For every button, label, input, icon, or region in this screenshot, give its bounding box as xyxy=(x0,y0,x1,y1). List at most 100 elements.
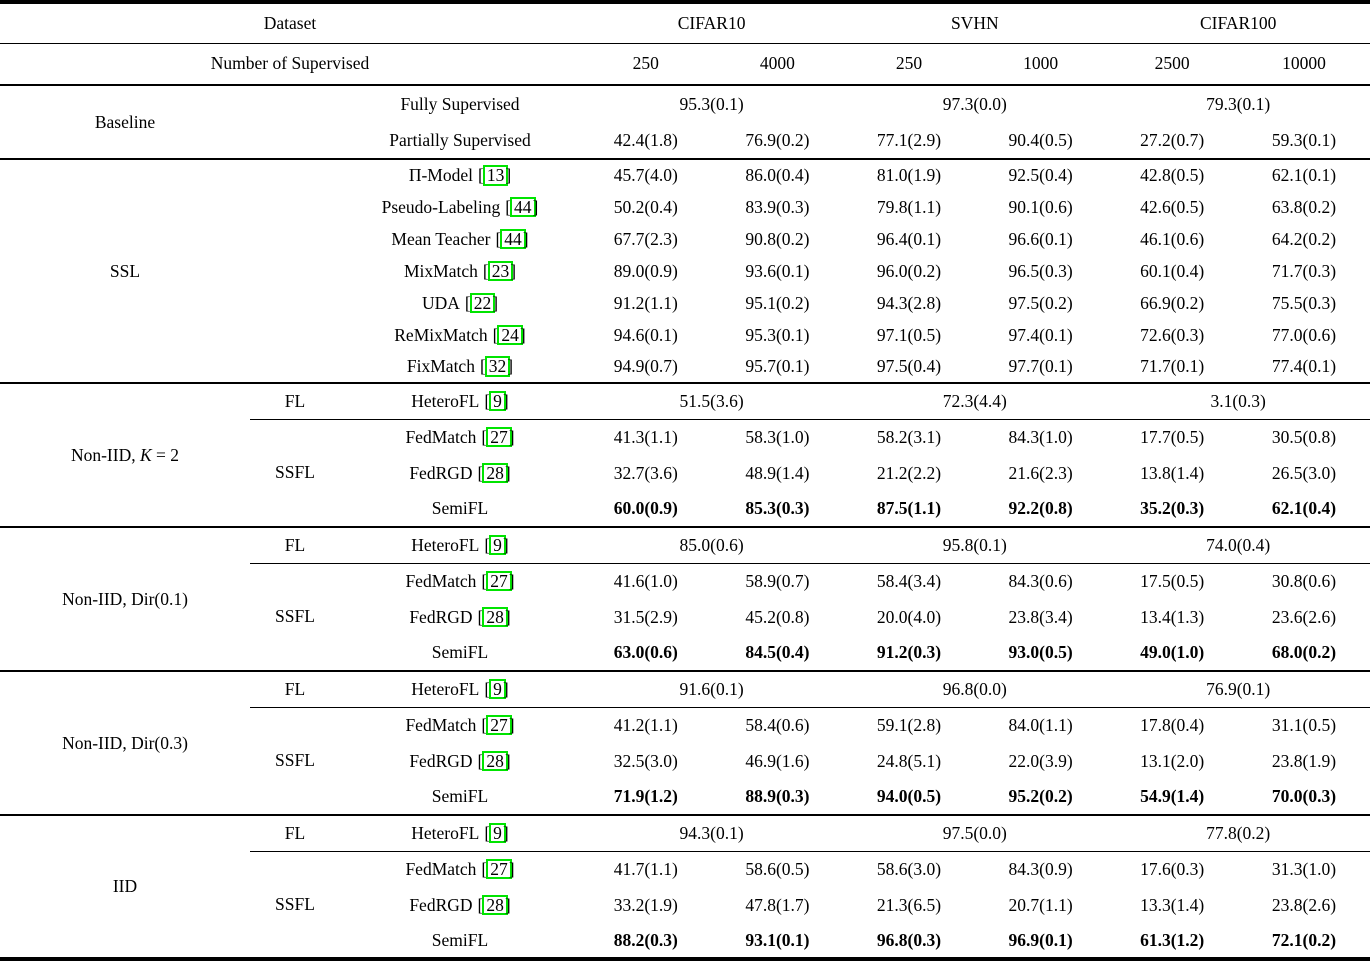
citation-number[interactable]: 28 xyxy=(482,750,508,772)
value-cell: 96.5(0.3) xyxy=(1008,260,1073,281)
value-cell: 30.5(0.8) xyxy=(1237,418,1370,455)
value-cell: 96.9(0.1) xyxy=(1008,929,1073,950)
table-row: Non-IID, K = 2 FL HeteroFL 9 51.5(3.6) 72… xyxy=(0,383,1370,465)
citation-number[interactable]: 9 xyxy=(489,390,506,412)
citation-number[interactable]: 27 xyxy=(486,714,512,736)
value-cell: 62.1(0.4) xyxy=(1271,498,1337,518)
table-row: SemiFL 63.0(0.6) 84.5(0.4) 91.2(0.3) 93.… xyxy=(0,635,1370,671)
citation-number[interactable]: 27 xyxy=(486,858,512,880)
value-cell: 97.7(0.1) xyxy=(1008,356,1073,376)
citation-link[interactable]: 28 xyxy=(478,462,511,484)
table-row: SemiFL 71.9(1.2) 88.9(0.3) 94.0(0.5) 95.… xyxy=(0,779,1370,815)
table-row: Baseline Fully Supervised 95.3(0.1) 97.3… xyxy=(0,85,1370,132)
value-cell: 97.5(0.0) xyxy=(942,822,1007,843)
value-cell: 50.2(0.4) xyxy=(613,196,678,217)
method-cell: FedRGD 28 xyxy=(340,599,580,635)
method-label: FedMatch xyxy=(405,858,477,879)
citation-link[interactable]: 22 xyxy=(465,292,498,314)
method-label: FedRGD xyxy=(409,750,473,771)
citation-link[interactable]: 27 xyxy=(481,858,515,880)
table-row: ReMixMatch 24 94.6(0.1) 95.3(0.1) 97.1(0.… xyxy=(0,319,1370,351)
table-row: MixMatch 23 89.0(0.9) 93.6(0.1) 96.0(0.2)… xyxy=(0,255,1370,287)
value-cell: 45.7(4.0) xyxy=(613,165,678,185)
value-cell: 95.1(0.2) xyxy=(745,292,810,313)
citation-number[interactable]: 28 xyxy=(482,462,508,484)
ssfl-label: SSFL xyxy=(250,850,340,959)
method-label: FedMatch xyxy=(405,426,477,447)
citation-number[interactable]: 9 xyxy=(489,678,506,700)
citation-link[interactable]: 9 xyxy=(484,822,509,844)
value-cell: 94.6(0.1) xyxy=(613,324,678,345)
citation-link[interactable]: 13 xyxy=(478,165,511,186)
method-label: FedRGD xyxy=(409,606,473,627)
value-cell: 33.2(1.9) xyxy=(613,894,678,915)
value-cell: 68.0(0.2) xyxy=(1271,642,1337,662)
fl-label: FL xyxy=(284,678,306,699)
citation-number[interactable]: 9 xyxy=(489,534,506,556)
value-cell: 76.9(0.1) xyxy=(1206,678,1271,699)
value-cell: 20.7(1.1) xyxy=(1008,894,1073,915)
citation-number[interactable]: 13 xyxy=(482,165,509,186)
value-cell: 77.1(2.9) xyxy=(876,129,942,150)
method-label: FedMatch xyxy=(405,714,477,735)
citation-link[interactable]: 23 xyxy=(483,260,516,282)
citation-number[interactable]: 32 xyxy=(484,356,511,377)
value-cell: 84.3(1.0) xyxy=(974,418,1107,455)
header-cifar100: CIFAR100 xyxy=(1106,2,1370,44)
header-count: 4000 xyxy=(759,53,795,74)
value-cell: 84.3(0.6) xyxy=(974,562,1107,599)
value-cell: 23.8(2.6) xyxy=(1271,894,1337,915)
method-cell: Pseudo-Labeling 44 xyxy=(340,191,580,223)
group-text: Non-IID, xyxy=(70,444,140,465)
citation-number[interactable]: 28 xyxy=(482,606,508,628)
value-cell: 81.0(1.9) xyxy=(876,165,942,185)
value-cell: 97.5(0.4) xyxy=(876,356,942,376)
citation-link[interactable]: 9 xyxy=(484,534,509,556)
value-cell: 77.8(0.2) xyxy=(1206,822,1271,843)
group-text: Non-IID, Dir(0.1) xyxy=(62,588,188,609)
group-text: IID xyxy=(112,876,138,896)
citation-link[interactable]: 9 xyxy=(484,678,509,700)
citation-number[interactable]: 9 xyxy=(489,822,506,844)
citation-number[interactable]: 27 xyxy=(486,570,512,592)
method-cell: HeteroFL 9 xyxy=(340,815,580,851)
table-row: Pseudo-Labeling 44 50.2(0.4) 83.9(0.3) 79… xyxy=(0,191,1370,223)
value-cell: 91.2(0.3) xyxy=(876,642,942,662)
citation-link[interactable]: 44 xyxy=(495,228,529,250)
citation-link[interactable]: 24 xyxy=(493,324,526,346)
value-cell: 74.0(0.4) xyxy=(1206,534,1271,555)
value-cell: 48.9(1.4) xyxy=(745,462,810,483)
value-cell: 93.6(0.1) xyxy=(745,260,810,281)
citation-number[interactable]: 22 xyxy=(469,292,496,314)
value-cell: 92.2(0.8) xyxy=(1008,498,1073,518)
citation-link[interactable]: 27 xyxy=(481,426,515,448)
citation-link[interactable]: 28 xyxy=(478,750,511,772)
citation-number[interactable]: 44 xyxy=(500,228,526,250)
value-cell: 79.8(1.1) xyxy=(876,196,942,217)
citation-number[interactable]: 23 xyxy=(487,260,514,282)
table-row: FixMatch 32 94.9(0.7) 95.7(0.1) 97.5(0.4)… xyxy=(0,351,1370,383)
citation-link[interactable]: 27 xyxy=(481,570,515,592)
group-label-baseline: Baseline xyxy=(94,111,156,132)
citation-number[interactable]: 27 xyxy=(486,426,512,448)
value-cell: 72.1(0.2) xyxy=(1271,929,1337,950)
value-cell: 41.6(1.0) xyxy=(580,562,712,599)
citation-number[interactable]: 28 xyxy=(482,894,508,916)
citation-link[interactable]: 32 xyxy=(480,356,513,377)
citation-link[interactable]: 27 xyxy=(481,714,515,736)
citation-number[interactable]: 44 xyxy=(510,196,536,218)
table-row: SemiFL 88.2(0.3) 93.1(0.1) 96.8(0.3) 96.… xyxy=(0,923,1370,959)
citation-number[interactable]: 24 xyxy=(497,324,523,346)
value-cell: 13.3(1.4) xyxy=(1140,894,1205,915)
value-cell: 58.6(3.0) xyxy=(843,850,975,887)
value-cell: 31.3(1.0) xyxy=(1237,850,1370,887)
method-cell: FedMatch 27 xyxy=(340,706,580,743)
citation-link[interactable]: 28 xyxy=(478,606,511,628)
citation-link[interactable]: 28 xyxy=(478,894,511,916)
header-count: 10000 xyxy=(1282,53,1326,74)
value-cell: 66.9(0.2) xyxy=(1140,292,1205,313)
group-text: Non-IID, Dir(0.3) xyxy=(62,732,188,753)
citation-link[interactable]: 44 xyxy=(505,196,538,218)
value-cell: 75.5(0.3) xyxy=(1271,292,1337,313)
citation-link[interactable]: 9 xyxy=(484,390,509,412)
